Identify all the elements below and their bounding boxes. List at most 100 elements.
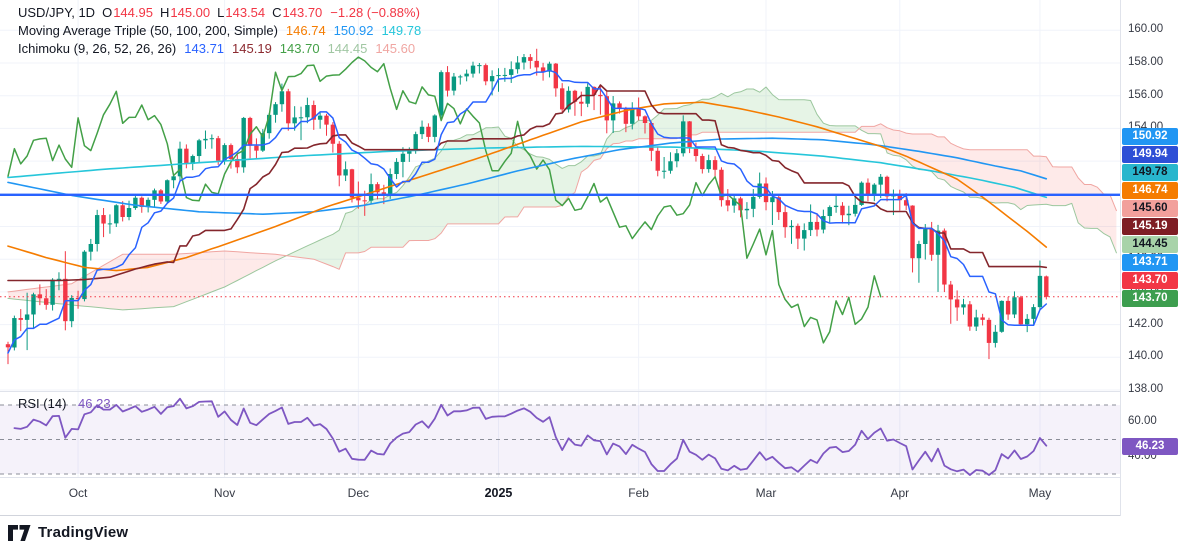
ichimoku-legend-value: 143.70 [279, 41, 320, 56]
candle-body [381, 192, 387, 194]
ichimoku-cloud-segment [804, 99, 811, 133]
brand-text: TradingView [38, 524, 129, 541]
candle-body [865, 182, 871, 196]
candle-body [496, 75, 501, 77]
candle-body [184, 148, 189, 164]
candle-body [209, 138, 215, 140]
candle-body [235, 158, 240, 168]
ichimoku-cloud-segment [957, 146, 964, 193]
ohlc-value: 145.00 [170, 5, 211, 20]
chart-plot-area[interactable] [0, 0, 1120, 516]
ichimoku-cloud-segment [313, 239, 321, 262]
time-axis-label-nov: Nov [213, 486, 236, 500]
time-axis[interactable]: Oct Nov Dec 2025 Feb Mar Apr May [0, 478, 1120, 515]
price-badge: 149.94 [1122, 146, 1178, 163]
ichimoku-cloud-segment [192, 252, 200, 300]
legend-ichimoku-row[interactable]: Ichimoku (9, 26, 52, 26, 26) 143.71 145.19… [18, 40, 421, 58]
time-axis-label-dec: Dec [347, 486, 370, 500]
ichimoku-cloud-segment [466, 134, 474, 224]
candle-body [566, 90, 571, 110]
rsi-indicator-title: RSI (14) [18, 396, 67, 411]
candle-body [610, 103, 616, 121]
ichimoku-cloud-segment [441, 140, 448, 234]
price-badge: 145.60 [1122, 200, 1178, 217]
candle-body [961, 304, 966, 308]
pane-separator[interactable] [0, 391, 1184, 392]
ichimoku-cloud-segment [791, 99, 798, 133]
candle-body [470, 65, 476, 74]
candle-body [923, 229, 928, 244]
ichimoku-cloud-segment [90, 269, 98, 308]
ichimoku-cloud-segment [116, 254, 123, 310]
candle-body [44, 298, 49, 305]
candle-body [521, 57, 527, 63]
ichimoku-cloud-segment [670, 108, 677, 139]
time-axis-label-apr: Apr [890, 486, 910, 500]
ichimoku-cloud-segment [1039, 156, 1047, 205]
ichimoku-cloud-segment [861, 126, 868, 134]
ichimoku-cloud-segment [173, 253, 180, 307]
candle-body [330, 124, 336, 144]
candle-body [591, 86, 597, 95]
candle-body [954, 299, 960, 308]
candle-body [489, 76, 495, 82]
candle-body [273, 104, 278, 115]
candle-body [604, 96, 609, 121]
candle-body [757, 183, 762, 197]
candle-body [426, 126, 431, 137]
rsi-legend-row[interactable]: RSI (14) 46.23 [18, 396, 111, 411]
price-axis[interactable]: 160.00158.00156.00154.00152.00150.00148.… [1121, 0, 1184, 516]
ichimoku-cloud-segment [364, 199, 372, 252]
candle-body [617, 103, 622, 109]
ichimoku-cloud-segment [20, 289, 28, 301]
ohlc-letter: H [159, 5, 170, 20]
legend-ma-row[interactable]: Moving Average Triple (50, 100, 200, Sim… [18, 22, 421, 40]
candle-body [190, 156, 195, 164]
candle-body [738, 198, 743, 211]
candle-body [840, 205, 845, 216]
pane-separator-2[interactable] [0, 477, 1184, 478]
ichimoku-cloud-segment [581, 156, 588, 173]
candle-body [94, 215, 100, 244]
ichimoku-cloud-segment [657, 108, 665, 139]
candle-body [120, 205, 125, 218]
candle-body [725, 200, 731, 206]
ohlc-letter: O [102, 5, 113, 20]
ichimoku-cloud-segment [14, 290, 21, 300]
ichimoku-cloud-segment [727, 93, 735, 133]
candle-body [222, 145, 227, 161]
candle-body [942, 230, 947, 285]
candle-body [515, 62, 520, 70]
tradingview-brand-link[interactable]: TradingView [8, 524, 128, 541]
ichimoku-cloud-segment [785, 99, 792, 133]
candle-body [18, 318, 23, 320]
ichimoku-cloud-segment [702, 99, 709, 133]
candle-body [572, 90, 578, 102]
ichimoku-cloud-segment [836, 125, 843, 133]
candle-body [324, 115, 329, 125]
candle-body [948, 284, 953, 300]
candle-body [655, 150, 660, 171]
candle-body [279, 91, 285, 105]
candle-body [540, 67, 546, 72]
candle-body [1044, 276, 1049, 297]
candle-body [731, 198, 737, 206]
ichimoku-cloud-segment [351, 206, 359, 253]
ichimoku-cloud-segment [1052, 166, 1060, 206]
candle-body [668, 161, 673, 171]
ichimoku-cloud-segment [874, 123, 881, 134]
ichimoku-cloud-segment [186, 253, 193, 302]
ichimoku-cloud-segment [473, 131, 480, 224]
ichimoku-cloud-segment [294, 248, 302, 258]
ichimoku-cloud-segment [1078, 177, 1085, 229]
candle-body [712, 160, 718, 170]
ichimoku-cloud-segment [976, 149, 983, 199]
ichimoku-cloud-segment [1110, 194, 1117, 253]
legend-symbol-row[interactable]: USD/JPY, 1D O144.95 H145.00 L143.54 C143.70−… [18, 4, 421, 22]
ichimoku-cloud-segment [230, 251, 238, 284]
ichimoku-cloud-segment [199, 252, 206, 297]
ichimoku-cloud-segment [1027, 149, 1034, 206]
ichimoku-cloud-segment [390, 192, 397, 248]
candle-body [579, 101, 584, 104]
candle-body [910, 205, 915, 259]
